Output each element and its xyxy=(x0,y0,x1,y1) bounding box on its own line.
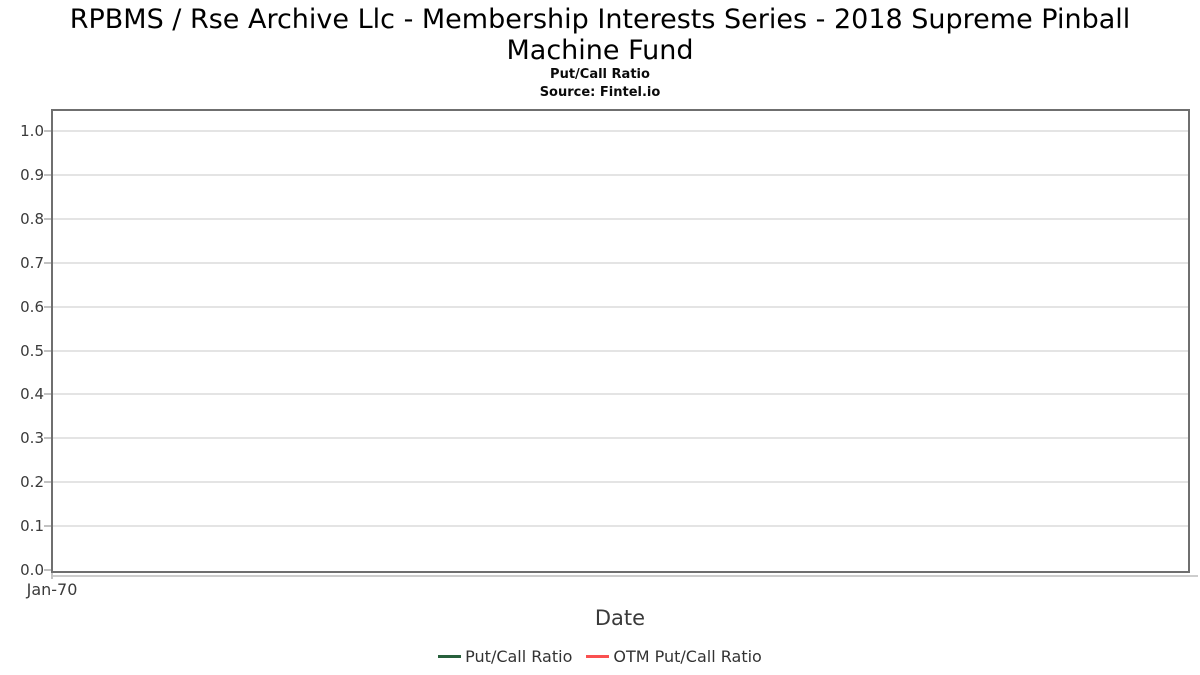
y-axis-tick-label: 1.0 xyxy=(20,122,44,140)
y-axis-tick-label: 0.8 xyxy=(20,209,44,228)
y-axis-tick xyxy=(44,437,51,440)
y-axis-tick xyxy=(44,393,51,396)
y-axis-tick-label: 0.6 xyxy=(20,297,44,316)
y-axis-tick xyxy=(44,525,51,528)
chart-title: RPBMS / Rse Archive Llc - Membership Int… xyxy=(69,4,1131,66)
y-axis-tick-label: 0.5 xyxy=(20,341,44,360)
gridline xyxy=(53,481,1188,484)
x-axis-label: Date xyxy=(594,606,646,630)
gridline xyxy=(53,349,1188,352)
y-axis-tick xyxy=(44,173,51,176)
y-axis-tick-label: 0.7 xyxy=(20,253,44,272)
gridline xyxy=(53,525,1188,528)
gridline xyxy=(53,217,1188,220)
legend-line-icon xyxy=(438,655,462,658)
x-axis-secondary-line xyxy=(51,575,1198,577)
legend-line-icon xyxy=(586,655,610,658)
y-axis-tick xyxy=(44,349,51,352)
chart-subtitle: Put/Call Ratio xyxy=(550,67,650,82)
y-axis-tick-label: 0.4 xyxy=(20,385,44,404)
legend-label: OTM Put/Call Ratio xyxy=(613,647,762,666)
y-axis-tick xyxy=(44,481,51,484)
gridline xyxy=(53,173,1188,176)
y-axis-tick xyxy=(44,261,51,264)
gridline xyxy=(53,437,1188,440)
chart-source: Source: Fintel.io xyxy=(539,85,661,100)
y-axis-tick xyxy=(44,569,51,571)
x-axis-tick xyxy=(51,573,53,579)
legend-item: OTM Put/Call Ratio xyxy=(586,647,762,666)
y-axis-tick-label: 0.0 xyxy=(20,561,44,579)
y-axis-tick-label: 0.9 xyxy=(20,165,44,184)
y-axis-tick xyxy=(44,217,51,220)
y-axis-tick-label: 0.1 xyxy=(20,517,44,536)
gridline xyxy=(53,261,1188,264)
y-axis-tick-label: 0.2 xyxy=(20,473,44,492)
y-axis-tick xyxy=(44,305,51,308)
legend: Put/Call Ratio OTM Put/Call Ratio xyxy=(0,647,1200,666)
gridline xyxy=(53,393,1188,396)
legend-item: Put/Call Ratio xyxy=(438,647,572,666)
y-axis-tick xyxy=(44,130,51,132)
gridline xyxy=(53,305,1188,308)
gridline xyxy=(53,130,1188,132)
plot-area xyxy=(51,109,1190,573)
legend-label: Put/Call Ratio xyxy=(465,647,573,666)
y-axis-tick-label: 0.3 xyxy=(20,429,44,448)
x-axis-tick-label: Jan-70 xyxy=(26,580,78,599)
